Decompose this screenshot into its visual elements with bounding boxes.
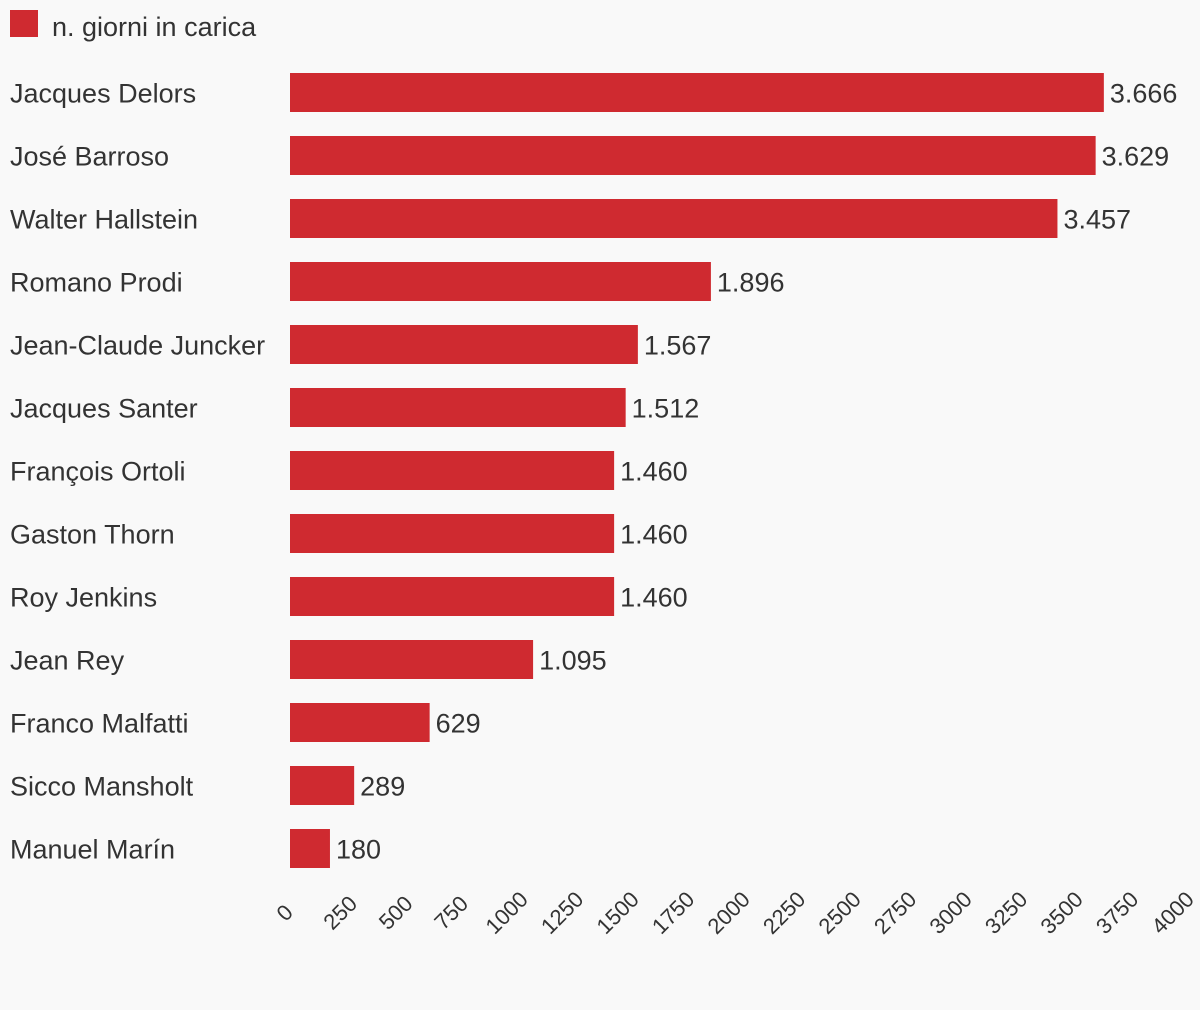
category-label: Franco Malfatti [10, 709, 189, 739]
value-label: 1.460 [620, 520, 688, 550]
category-labels: Jacques Delors José Barroso Walter Hallste… [10, 79, 265, 865]
category-label: François Ortoli [10, 457, 186, 487]
bar [290, 199, 1058, 238]
bars [290, 73, 1104, 868]
category-label: Romano Prodi [10, 268, 183, 298]
value-label: 289 [360, 772, 405, 802]
x-tick-label: 750 [429, 891, 473, 935]
value-label: 629 [436, 709, 481, 739]
value-label: 3.629 [1102, 142, 1170, 172]
x-tick-label: 1500 [592, 887, 644, 939]
value-label: 1.095 [539, 646, 607, 676]
bar [290, 388, 626, 427]
legend-label: n. giorni in carica [52, 12, 257, 42]
bar [290, 325, 638, 364]
bar [290, 640, 534, 679]
x-tick-label: 2500 [814, 887, 866, 939]
value-label: 1.460 [620, 583, 688, 613]
category-label: Roy Jenkins [10, 583, 157, 613]
bar [290, 262, 711, 301]
x-tick-label: 2000 [703, 887, 755, 939]
x-tick-label: 1250 [536, 887, 588, 939]
category-label: Gaston Thorn [10, 520, 175, 550]
value-label: 1.460 [620, 457, 688, 487]
bar [290, 829, 330, 868]
bar [290, 766, 355, 805]
category-label: Jean Rey [10, 646, 125, 676]
value-labels: 3.666 3.629 3.457 1.896 1.567 1.512 1.460 1.460… [336, 79, 1177, 865]
value-label: 1.896 [717, 268, 785, 298]
bar [290, 577, 615, 616]
x-tick-label: 2750 [869, 887, 921, 939]
x-tick-label: 3250 [980, 887, 1032, 939]
x-tick-label: 3750 [1091, 887, 1143, 939]
category-label: Sicco Mansholt [10, 772, 194, 802]
legend-swatch [10, 10, 38, 37]
value-label: 3.666 [1110, 79, 1178, 109]
value-label: 1.512 [632, 394, 700, 424]
bar [290, 514, 615, 553]
x-tick-label: 1750 [647, 887, 699, 939]
category-label: Jacques Delors [10, 79, 196, 109]
x-tick-label: 250 [318, 891, 362, 935]
x-tick-label: 3500 [1036, 887, 1088, 939]
value-label: 180 [336, 835, 381, 865]
category-label: Walter Hallstein [10, 205, 198, 235]
bar [290, 136, 1096, 175]
x-tick-label: 1000 [481, 887, 533, 939]
category-label: Jean-Claude Juncker [10, 331, 265, 361]
x-axis: 0 250 500 750 1000 1250 1500 1750 2000 2250 2500 27… [272, 887, 1199, 939]
x-tick-label: 2250 [758, 887, 810, 939]
legend: n. giorni in carica [10, 10, 257, 42]
x-tick-label: 4000 [1147, 887, 1199, 939]
bar [290, 703, 430, 742]
value-label: 1.567 [644, 331, 712, 361]
category-label: Jacques Santer [10, 394, 198, 424]
category-label: José Barroso [10, 142, 169, 172]
bar [290, 73, 1104, 112]
x-tick-label: 0 [272, 900, 298, 926]
value-label: 3.457 [1063, 205, 1131, 235]
x-tick-label: 500 [374, 891, 418, 935]
bar [290, 451, 615, 490]
category-label: Manuel Marín [10, 835, 175, 865]
x-tick-label: 3000 [925, 887, 977, 939]
